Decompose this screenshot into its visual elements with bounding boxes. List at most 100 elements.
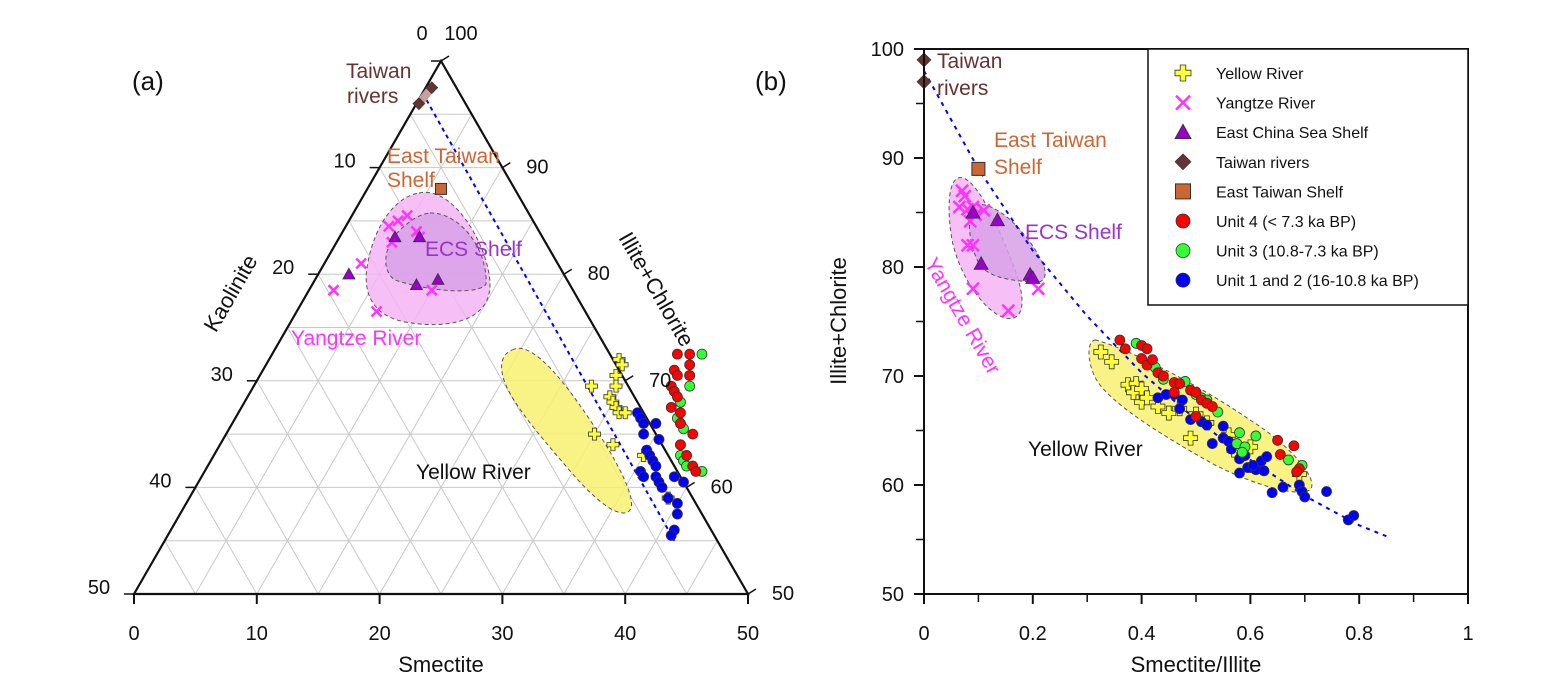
data-point-yellow-river — [606, 438, 620, 452]
legend-label: East China Sea Shelf — [1216, 125, 1369, 142]
legend-label: Unit 3 (10.8-7.3 ka BP) — [1216, 244, 1379, 261]
tick-label-y: 70 — [882, 366, 904, 388]
legend-marker-square — [1175, 183, 1191, 200]
data-point-unit-1-and-2-16-10-8-ka-bp — [1321, 486, 1332, 497]
data-point-unit-3-10-8-7-3-ka-bp — [696, 348, 708, 360]
data-point-unit-1-and-2-16-10-8-ka-bp — [1299, 491, 1311, 503]
grid-line-kaolinite — [317, 273, 503, 595]
data-point-unit-4-7-3-ka-bp — [1272, 434, 1283, 446]
data-point-yangtze-river — [401, 209, 414, 222]
data-point-unit-1-and-2-16-10-8-ka-bp — [650, 418, 662, 429]
tick-label-kaolinite: 50 — [88, 577, 110, 599]
anno-east-taiwan-shelf-b-2: Shelf — [994, 156, 1042, 179]
data-point-unit-1-and-2-16-10-8-ka-bp — [678, 476, 689, 488]
tick-label-smectite: 10 — [246, 623, 268, 645]
tick-label-illite-chlorite: 50 — [772, 583, 794, 605]
data-point-unit-4-7-3-ka-bp — [684, 370, 696, 381]
legend-box — [1147, 48, 1469, 306]
data-point-unit-4-7-3-ka-bp — [684, 348, 696, 360]
data-point-unit-4-7-3-ka-bp — [690, 466, 702, 477]
data-point-unit-1-and-2-16-10-8-ka-bp — [1217, 420, 1229, 432]
data-point-unit-4-7-3-ka-bp — [1274, 449, 1286, 460]
data-point-unit-4-7-3-ka-bp — [684, 359, 696, 371]
anno-taiwan-rivers-a-1: Taiwan — [346, 60, 411, 83]
anno-east-taiwan-shelf-a-2: Shelf — [387, 169, 435, 192]
data-point-unit-4-7-3-ka-bp — [1190, 386, 1202, 398]
data-point-unit-4-7-3-ka-bp — [675, 407, 686, 419]
data-point-yangtze-river — [966, 238, 980, 253]
data-point-unit-4-7-3-ka-bp — [1190, 410, 1202, 422]
data-point-east-taiwan-shelf — [971, 161, 986, 176]
tick-label-kaolinite: 10 — [333, 151, 355, 173]
ternary-points — [327, 81, 708, 541]
data-point-unit-3-10-8-7-3-ka-bp — [684, 380, 696, 392]
tick-label-kaolinite: 40 — [149, 470, 171, 492]
data-point-yangtze-river — [952, 200, 967, 214]
data-point-unit-4-7-3-ka-bp — [1114, 334, 1126, 346]
data-point-unit-1-and-2-16-10-8-ka-bp — [653, 434, 665, 445]
legend-label: Yangtze River — [1216, 96, 1316, 113]
tick-label-smectite: 30 — [491, 623, 513, 645]
data-point-unit-4-7-3-ka-bp — [1174, 378, 1186, 390]
data-point-yangtze-river — [355, 257, 368, 270]
data-point-unit-4-7-3-ka-bp — [681, 450, 692, 461]
data-point-yellow-river — [618, 406, 632, 420]
tick-label-x: 0.6 — [1236, 623, 1264, 645]
grid-line-kaolinite — [164, 540, 196, 595]
axis-title-illite-chlorite-a: Illite+Chlorite — [614, 228, 700, 351]
scatter-points — [916, 52, 1360, 526]
data-point-unit-3-10-8-7-3-ka-bp — [1236, 446, 1248, 458]
data-point-unit-1-and-2-16-10-8-ka-bp — [665, 529, 677, 541]
data-point-unit-4-7-3-ka-bp — [675, 418, 686, 429]
legend-label: Unit 4 (< 7.3 ka BP) — [1216, 214, 1356, 231]
data-point-east-china-sea-shelf — [409, 278, 424, 291]
data-point-yellow-river — [588, 427, 601, 441]
legend-marker-circle — [1175, 272, 1191, 288]
data-point-east-taiwan-shelf — [435, 182, 447, 195]
data-point-yellow-river — [1139, 390, 1155, 406]
data-point-unit-1-and-2-16-10-8-ka-bp — [662, 492, 674, 504]
axis-title-illite-chlorite-b: Illite+Chlorite — [826, 257, 851, 385]
grid-line-kaolinite — [256, 380, 381, 595]
data-point-unit-4-7-3-ka-bp — [1291, 466, 1303, 478]
anno-taiwan-rivers-b-1: Taiwan — [937, 50, 1002, 73]
data-point-unit-1-and-2-16-10-8-ka-bp — [1266, 487, 1278, 499]
data-point-yangtze-river — [976, 203, 991, 218]
data-point-east-china-sea-shelf — [965, 204, 981, 219]
data-point-unit-4-7-3-ka-bp — [1206, 401, 1218, 412]
data-point-yangtze-river — [960, 238, 975, 253]
trend-line-a — [421, 92, 676, 542]
data-point-yellow-river — [1161, 405, 1177, 421]
data-point-unit-1-and-2-16-10-8-ka-bp — [1258, 465, 1270, 477]
data-point-yangtze-river — [1031, 281, 1046, 296]
legend-marker-diamond — [1174, 153, 1192, 171]
data-point-east-china-sea-shelf — [973, 255, 989, 270]
data-point-unit-4-7-3-ka-bp — [665, 402, 677, 413]
tick-label-x: 0.8 — [1345, 623, 1373, 645]
tick-illite — [502, 161, 511, 169]
data-point-yangtze-river — [1001, 303, 1016, 318]
tick-label-y: 60 — [882, 475, 904, 497]
ternary-fields — [365, 191, 633, 514]
tick-label-illite-chlorite: 70 — [649, 370, 671, 392]
tick-illite — [440, 55, 450, 62]
data-point-unit-1-and-2-16-10-8-ka-bp — [1261, 451, 1273, 463]
grid-line-kaolinite — [225, 433, 319, 595]
tick-label-kaolinite: 0 — [416, 23, 427, 45]
legend-marker-plus — [1174, 64, 1192, 82]
data-point-unit-1-and-2-16-10-8-ka-bp — [671, 497, 683, 509]
data-point-yangtze-river — [327, 284, 340, 297]
data-point-yangtze-river — [392, 215, 404, 227]
ternary-tick-labels: 0 10 20 30 40 50 0 10 20 30 40 50 100 90 80 70 60 50 — [88, 23, 794, 645]
data-point-unit-1-and-2-16-10-8-ka-bp — [656, 481, 668, 493]
anno-yangtze-river-a: Yangtze River — [291, 327, 421, 350]
axis-title-smectite: Smectite — [398, 652, 484, 677]
data-point-unit-1-and-2-16-10-8-ka-bp — [1247, 459, 1259, 471]
legend: Yellow River Yangtze River East China Sea … — [1147, 48, 1469, 306]
tick-label-smectite: 50 — [737, 623, 759, 645]
scatter-panel: (b) 0 0.2 0.4 0.6 0.8 1 50 60 70 80 90 100 Smectite… — [755, 39, 1474, 677]
ecs-field — [385, 212, 487, 292]
data-point-unit-4-7-3-ka-bp — [671, 348, 683, 360]
panel-label-b: (b) — [755, 66, 787, 96]
